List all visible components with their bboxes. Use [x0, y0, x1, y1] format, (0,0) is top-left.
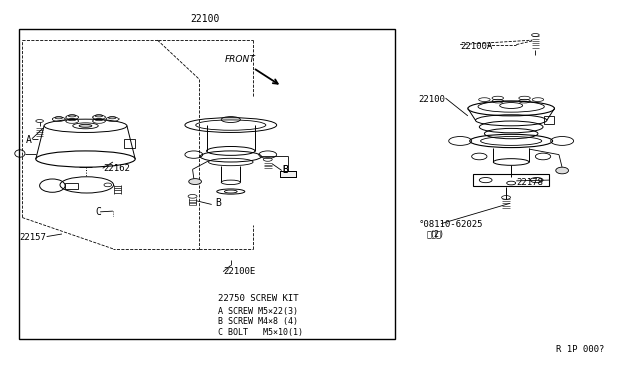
Text: 22750 SCREW KIT: 22750 SCREW KIT [218, 294, 299, 303]
Text: °08110-62025: °08110-62025 [419, 220, 483, 229]
Text: (2): (2) [429, 230, 445, 239]
Bar [473, 174, 549, 186]
Ellipse shape [189, 179, 202, 185]
Text: 22100E: 22100E [223, 267, 255, 276]
Text: A: A [26, 135, 31, 145]
Text: （２）: （２） [427, 230, 442, 239]
Text: FRONT: FRONT [224, 55, 255, 64]
Bar [280, 171, 296, 177]
Bar [65, 183, 78, 189]
Text: 22100: 22100 [191, 13, 220, 23]
Text: C: C [96, 207, 102, 217]
Text: B: B [282, 166, 287, 176]
Text: B SCREW M4×8 (4): B SCREW M4×8 (4) [218, 317, 298, 326]
Text: R 1P 000?: R 1P 000? [556, 345, 604, 354]
Bar [280, 171, 296, 177]
Text: 22100: 22100 [419, 95, 445, 104]
Bar [124, 139, 135, 148]
Text: 22162: 22162 [103, 164, 130, 173]
Text: C BOLT   M5×10(1): C BOLT M5×10(1) [218, 328, 303, 337]
Text: 22178: 22178 [516, 178, 543, 187]
Ellipse shape [79, 124, 92, 127]
Text: 22157: 22157 [19, 233, 46, 242]
Text: B: B [215, 198, 221, 208]
Bar [19, 29, 395, 339]
Bar [544, 116, 554, 124]
Text: A SCREW M5×22(3): A SCREW M5×22(3) [218, 307, 298, 316]
Ellipse shape [556, 167, 568, 174]
Text: B: B [282, 166, 287, 176]
Text: 22100A: 22100A [460, 42, 492, 51]
